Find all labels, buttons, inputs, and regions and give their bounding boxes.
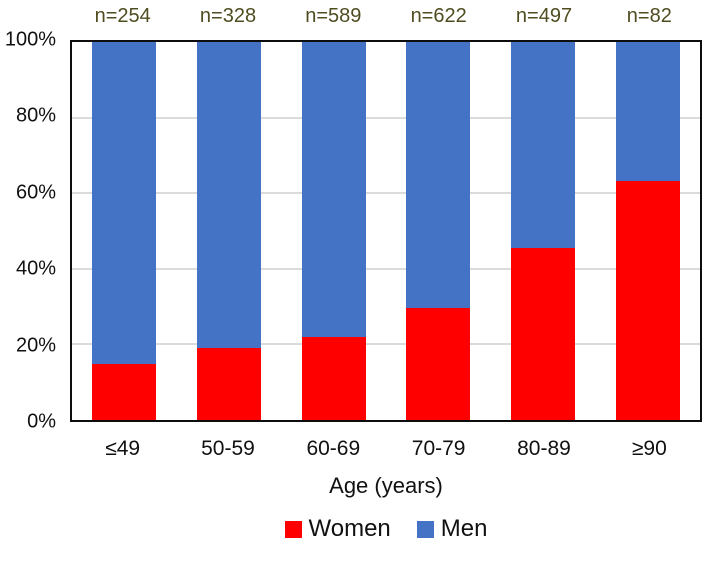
y-tick-label: 0% [27,410,56,433]
count-label: n=82 [626,5,672,27]
bar-segment-men [406,42,471,308]
count-label: n=328 [199,5,257,27]
legend-swatch-men [416,520,434,538]
stacked-bar [511,42,576,420]
bars-layer [72,42,700,420]
plot-area [70,40,702,422]
count-label: n=497 [515,5,573,27]
bar-segment-men [615,42,680,182]
legend-label: Women [308,515,391,542]
bar-segment-women [197,348,261,420]
gridline [72,116,700,119]
legend-label: Men [440,515,488,542]
y-tick-label: 60% [15,181,56,204]
x-tick-label: 50-59 [201,437,255,460]
y-tick-label: 80% [15,104,56,127]
count-label: n=622 [410,5,467,27]
gridline [72,267,700,270]
x-tick-label: 80-89 [517,437,571,460]
bar-segment-women [615,181,680,420]
legend-swatch-women [284,520,302,538]
legend-item: Men [416,515,488,543]
bar-group [72,42,177,420]
x-axis-title: Age (years) [329,473,443,498]
bar-group [281,42,386,420]
bar-segment-men [511,42,576,249]
bar-group [386,42,491,420]
bar-segment-men [92,42,157,365]
bar-segment-men [301,42,366,337]
stacked-bar [92,42,157,420]
bar-group [491,42,596,420]
x-tick-label: ≤49 [105,437,141,460]
legend: Women Men [70,512,702,546]
x-tick-label: ≥90 [631,437,667,460]
count-label: n=254 [94,5,151,27]
stacked-bar [406,42,471,420]
count-label: n=589 [305,5,362,27]
bar-segment-women [301,336,366,420]
x-axis: ≤49 50-59 60-69 70-79 80-89 ≥90 [70,434,702,464]
y-axis: 0% 20% 40% 60% 80% 100% [0,29,62,433]
bar-segment-women [406,307,471,420]
bar-segment-men [197,42,261,349]
bar-group [595,42,700,420]
y-tick-label: 100% [4,28,56,51]
legend-item: Women [284,515,391,543]
y-tick-label: 20% [15,334,56,357]
x-tick-label: 70-79 [411,437,466,460]
bar-segment-women [92,364,157,420]
gridline [72,192,700,195]
stacked-bar [615,42,680,420]
stacked-bar [301,42,366,420]
gridline [72,343,700,346]
stacked-bar [197,42,261,420]
bar-segment-women [511,248,576,420]
y-tick-label: 40% [15,257,56,280]
count-labels-row: n=254 n=328 n=589 n=622 n=497 n=82 [70,2,702,30]
x-tick-label: 60-69 [306,437,361,460]
bar-group [177,42,282,420]
